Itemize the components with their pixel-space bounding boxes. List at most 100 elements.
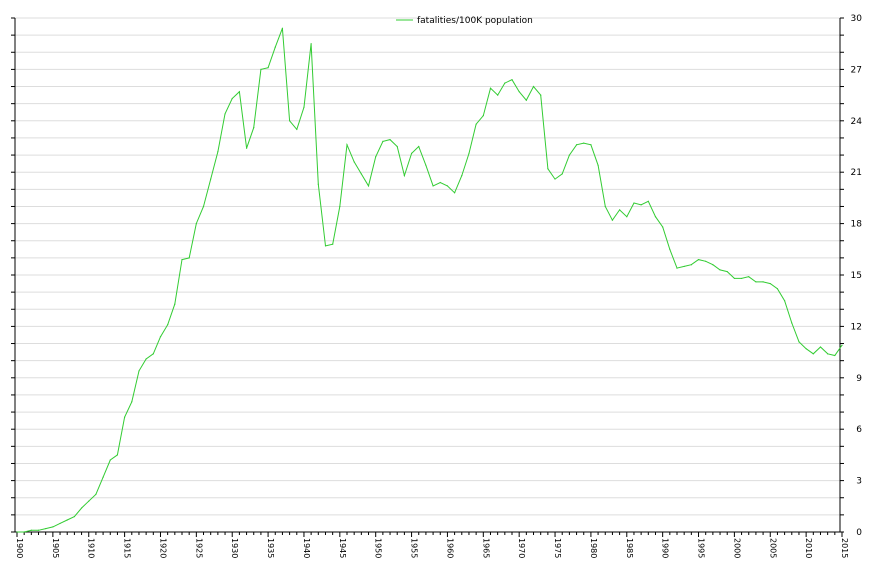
data-point — [690, 264, 692, 266]
data-point — [66, 519, 68, 521]
data-point — [662, 226, 664, 228]
x-tick-label: 1950 — [374, 538, 383, 558]
x-tick-label: 2005 — [768, 538, 777, 558]
data-point — [59, 522, 61, 525]
data-point — [439, 181, 441, 184]
data-point — [174, 303, 176, 305]
data-point — [124, 416, 126, 418]
data-point — [382, 140, 384, 142]
data-point — [37, 529, 40, 531]
data-point — [568, 154, 570, 156]
data-point — [181, 258, 183, 261]
x-tick-label: 1965 — [481, 538, 490, 558]
y-tick-label: 24 — [851, 117, 863, 127]
data-point — [210, 178, 212, 180]
data-point — [805, 348, 807, 350]
data-point — [289, 120, 291, 122]
data-point — [540, 94, 542, 96]
data-point — [733, 277, 735, 280]
data-point — [626, 216, 628, 218]
data-point — [676, 267, 678, 269]
data-point — [410, 152, 413, 154]
x-tick-label: 2010 — [804, 538, 813, 558]
data-point — [489, 87, 492, 89]
data-point — [776, 288, 779, 290]
x-tick-label: 1975 — [553, 538, 562, 558]
data-point — [52, 526, 54, 528]
data-point — [116, 454, 119, 456]
x-tick-label: 1955 — [410, 538, 419, 558]
x-tick-label: 2000 — [732, 538, 741, 558]
legend-label: fatalities/100K population — [417, 16, 533, 26]
data-point — [152, 353, 154, 355]
data-point — [231, 97, 233, 100]
x-axis: 1900 1905 1910 1915 1920 1925 1930 1935 1940 1945… — [15, 532, 849, 558]
y-tick-label: 18 — [851, 220, 863, 230]
data-point — [188, 257, 190, 259]
y-tick-label: 9 — [856, 374, 862, 384]
data-point — [23, 531, 25, 533]
data-point — [145, 358, 147, 360]
data-point — [375, 156, 377, 158]
data-point — [80, 507, 83, 509]
data-point — [367, 185, 370, 187]
data-point — [45, 527, 47, 530]
data-point — [504, 82, 506, 84]
data-point — [532, 85, 535, 88]
x-tick-label: 1945 — [338, 538, 347, 558]
x-tick-label: 1970 — [517, 538, 526, 558]
x-tick-label: 1905 — [51, 538, 60, 558]
data-point — [705, 260, 707, 262]
data-point — [88, 500, 90, 502]
data-point — [755, 281, 757, 283]
data-point — [841, 344, 843, 346]
data-point — [719, 269, 721, 271]
data-point — [597, 164, 599, 166]
data-point — [167, 324, 169, 326]
data-point — [827, 353, 829, 355]
y-tick-label: 3 — [856, 477, 862, 487]
data-point — [575, 144, 578, 146]
data-point — [812, 353, 814, 355]
y-tick-label: 15 — [851, 271, 862, 281]
data-point — [784, 300, 786, 302]
data-point — [461, 175, 463, 177]
data-point — [418, 145, 420, 148]
data-point — [267, 67, 269, 69]
data-point — [339, 205, 341, 208]
data-point — [317, 183, 319, 185]
data-point — [296, 128, 298, 130]
x-tick-label: 1940 — [302, 538, 311, 558]
series-layer — [16, 27, 843, 533]
data-point — [30, 529, 32, 531]
x-tick-label: 1990 — [661, 538, 670, 558]
data-point — [396, 145, 398, 148]
y-tick-label: 6 — [856, 425, 862, 435]
data-point — [332, 243, 334, 245]
x-tick-label: 1980 — [589, 538, 598, 558]
data-point — [640, 204, 642, 206]
x-tick-label: 2015 — [840, 538, 849, 558]
data-point — [697, 258, 700, 261]
x-tick-label: 1935 — [266, 538, 275, 558]
data-point — [762, 281, 764, 283]
y-axis: 0 3 6 9 12 15 18 21 24 27 30 — [11, 14, 862, 538]
y-tick-label: 21 — [851, 168, 862, 178]
data-point — [583, 142, 585, 144]
data-point — [16, 531, 18, 533]
x-tick-label: 1900 — [15, 538, 24, 558]
legend: fatalities/100K population — [396, 16, 533, 26]
data-point — [475, 123, 477, 125]
data-point — [561, 173, 563, 175]
data-point — [324, 245, 327, 247]
y-tick-label: 0 — [856, 528, 862, 538]
data-point — [109, 459, 111, 461]
data-point — [798, 341, 800, 343]
data-point — [245, 147, 248, 149]
data-point — [159, 336, 162, 338]
data-point — [389, 139, 391, 141]
y-tick-label: 30 — [851, 14, 863, 24]
data-point — [360, 173, 362, 175]
data-point — [274, 46, 276, 48]
data-point — [547, 168, 549, 170]
